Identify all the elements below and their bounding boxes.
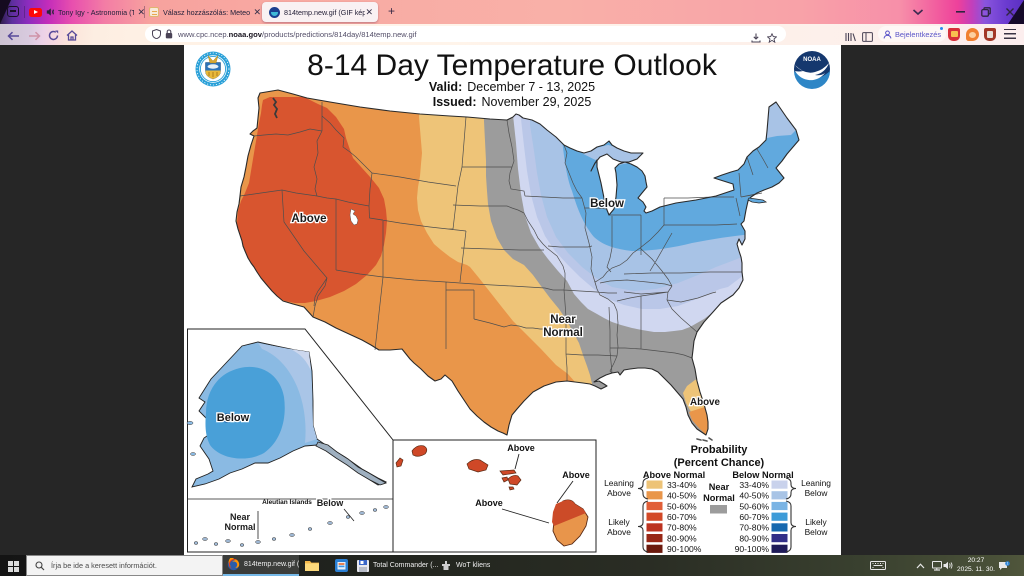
svg-text:Normal: Normal — [224, 522, 255, 532]
svg-text:40-50%: 40-50% — [739, 490, 769, 500]
svg-text:Normal: Normal — [543, 327, 583, 339]
svg-text:Valid:December 7 - 13, 2025: Valid: December 7 - 13, 2025 — [429, 80, 595, 94]
svg-text:70-80%: 70-80% — [667, 522, 697, 532]
svg-text:60-70%: 60-70% — [667, 512, 697, 522]
svg-text:Below: Below — [217, 412, 250, 424]
svg-text:NOAA: NOAA — [803, 57, 821, 63]
svg-text:8-14 Day Temperature Outlook: 8-14 Day Temperature Outlook — [307, 49, 718, 82]
svg-text:90-100%: 90-100% — [735, 544, 770, 554]
svg-text:70-80%: 70-80% — [739, 522, 769, 532]
svg-text:Leaning: Leaning — [801, 478, 831, 488]
svg-text:(Percent Chance): (Percent Chance) — [674, 457, 765, 469]
svg-text:50-60%: 50-60% — [739, 501, 769, 511]
svg-text:Above: Above — [690, 397, 720, 408]
svg-text:33-40%: 33-40% — [667, 479, 697, 489]
svg-text:Above: Above — [507, 443, 535, 453]
svg-text:Leaning: Leaning — [604, 478, 634, 488]
svg-text:Near: Near — [550, 314, 576, 326]
svg-text:Above: Above — [475, 498, 503, 508]
svg-text:Near: Near — [709, 482, 730, 492]
svg-text:Normal: Normal — [703, 493, 735, 503]
svg-text:50-60%: 50-60% — [667, 501, 697, 511]
svg-text:80-90%: 80-90% — [739, 533, 769, 543]
svg-text:33-40%: 33-40% — [739, 479, 769, 489]
svg-text:Aleutian Islands: Aleutian Islands — [262, 499, 312, 506]
svg-text:Above: Above — [291, 213, 326, 225]
svg-text:40-50%: 40-50% — [667, 490, 697, 500]
svg-text:Near: Near — [230, 512, 251, 522]
svg-text:Likely: Likely — [608, 517, 630, 527]
svg-text:Issued:November 29, 2025: Issued: November 29, 2025 — [433, 95, 592, 109]
svg-text:Below Normal: Below Normal — [732, 470, 793, 480]
svg-text:90-100%: 90-100% — [667, 544, 702, 554]
svg-text:1: 1 — [1007, 561, 1009, 565]
svg-text:Below: Below — [805, 527, 829, 537]
svg-text:Likely: Likely — [805, 517, 827, 527]
svg-text:Above Normal: Above Normal — [643, 470, 705, 480]
svg-text:60-70%: 60-70% — [739, 512, 769, 522]
svg-text:Below: Below — [317, 498, 345, 508]
svg-text:Above: Above — [562, 470, 590, 480]
svg-text:Below: Below — [590, 198, 624, 210]
svg-text:Probability: Probability — [691, 444, 749, 456]
svg-text:80-90%: 80-90% — [667, 533, 697, 543]
svg-text:Below: Below — [805, 488, 829, 498]
svg-text:Above: Above — [607, 527, 631, 537]
svg-text:Above: Above — [607, 488, 631, 498]
